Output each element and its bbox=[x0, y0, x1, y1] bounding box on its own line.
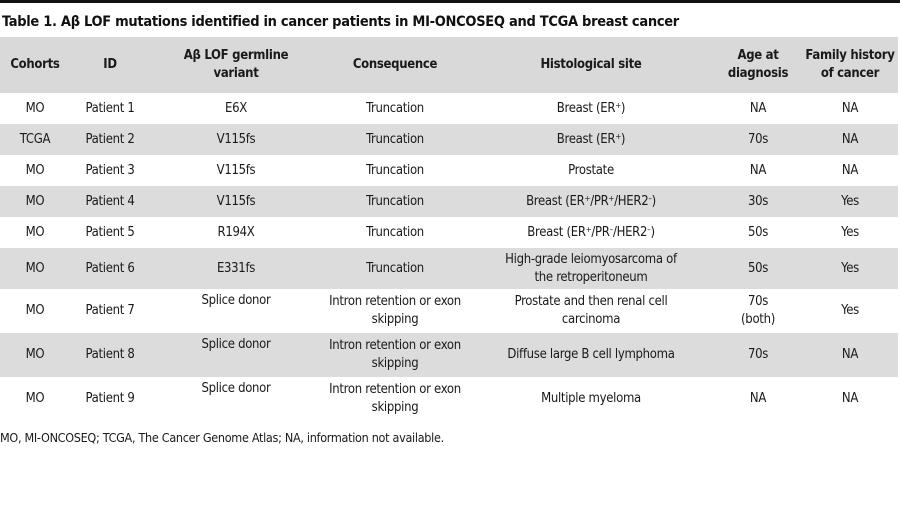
cell-cohort: MO bbox=[0, 333, 70, 377]
cell-cohort: MO bbox=[0, 248, 70, 289]
cell-site: High-grade leiomyosarcoma of the retroper… bbox=[468, 248, 714, 289]
cell-consequence: Intron retention or exon skipping bbox=[329, 294, 461, 327]
table-row: MO Patient 5 R194X Truncation Breast (ER… bbox=[0, 217, 898, 248]
top-rule bbox=[0, 0, 900, 3]
cell-site: Prostate bbox=[568, 162, 614, 178]
cell-variant: E331fs bbox=[150, 248, 322, 289]
table-row: MO Patient 3 V115fs Truncation Prostate … bbox=[0, 155, 898, 186]
cell-id: Patient 7 bbox=[85, 303, 135, 318]
cell-site: Breast (ER+/PR+/HER2–) bbox=[468, 186, 714, 217]
cell-cohort: MO bbox=[25, 303, 45, 318]
cell-id: Patient 4 bbox=[70, 186, 150, 217]
table-row: MO Patient 6 E331fs Truncation High-grad… bbox=[0, 248, 898, 289]
cell-site: Breast (ER+/PR–/HER2–) bbox=[527, 224, 655, 240]
cell-id: Patient 5 bbox=[85, 224, 135, 240]
col-header-age: Age at diagnosis bbox=[714, 37, 802, 93]
cell-consequence: Truncation bbox=[322, 248, 468, 289]
cell-site: Breast (ER+) bbox=[468, 124, 714, 155]
cell-age: 30s bbox=[714, 186, 802, 217]
table-row: MO Patient 9 Splice donor Intron retenti… bbox=[0, 377, 898, 421]
cell-id: Patient 9 bbox=[85, 391, 135, 406]
cell-cohort: MO bbox=[0, 186, 70, 217]
cell-family: NA bbox=[841, 162, 859, 178]
cell-cohort: MO bbox=[25, 100, 45, 116]
cell-age: 70s bbox=[714, 333, 802, 377]
col-header-family: Family history of cancer bbox=[802, 37, 898, 93]
cell-variant: V115fs bbox=[150, 186, 322, 217]
col-header-consequence: Consequence bbox=[322, 37, 468, 93]
col-header-site: Histological site bbox=[468, 37, 714, 93]
cell-site: Diffuse large B cell lymphoma bbox=[468, 333, 714, 377]
cell-consequence: Truncation bbox=[366, 162, 424, 178]
cell-family: Yes bbox=[841, 303, 859, 318]
col-header-cohorts: Cohorts bbox=[0, 37, 70, 93]
table-row: MO Patient 7 Splice donor Intron retenti… bbox=[0, 289, 898, 333]
table-row: MO Patient 4 V115fs Truncation Breast (E… bbox=[0, 186, 898, 217]
cell-site: Breast (ER+) bbox=[556, 100, 626, 116]
cell-age: NA bbox=[749, 162, 767, 178]
cell-variant: Splice donor bbox=[201, 381, 271, 396]
table-title: Table 1. Aβ LOF mutations identified in … bbox=[2, 14, 679, 30]
cell-age: NA bbox=[749, 100, 767, 116]
cell-family: Yes bbox=[802, 248, 898, 289]
cell-cohort: TCGA bbox=[0, 124, 70, 155]
cell-id: Patient 1 bbox=[85, 100, 135, 116]
cell-consequence: Intron retention or exon skipping bbox=[329, 382, 461, 415]
cell-variant: E6X bbox=[225, 100, 247, 116]
cell-id: Patient 3 bbox=[85, 162, 135, 178]
cell-age: 50s bbox=[714, 248, 802, 289]
cell-age: 70s bbox=[714, 124, 802, 155]
cell-family: Yes bbox=[802, 186, 898, 217]
cell-age: NA bbox=[749, 391, 767, 406]
table-row: MO Patient 8 Splice donor Intron retenti… bbox=[0, 333, 898, 377]
cell-age: 50s bbox=[747, 224, 769, 240]
header-row: Cohorts ID Aβ LOF germline variant Conseq… bbox=[0, 37, 898, 93]
table-footnote: MO, MI-ONCOSEQ; TCGA, The Cancer Genome … bbox=[0, 430, 444, 445]
cell-cohort: MO bbox=[25, 391, 45, 406]
cell-site: Prostate and then renal cell carcinoma bbox=[514, 294, 668, 327]
cell-family: NA bbox=[802, 124, 898, 155]
cell-variant: R194X bbox=[217, 224, 255, 240]
cell-family: NA bbox=[841, 100, 859, 116]
cell-variant: V115fs bbox=[216, 162, 256, 178]
col-header-variant: Aβ LOF germline variant bbox=[150, 37, 322, 93]
cell-consequence: Intron retention or exon skipping bbox=[322, 333, 468, 377]
table-row: MO Patient 1 E6X Truncation Breast (ER+)… bbox=[0, 93, 898, 124]
cell-variant: Splice donor bbox=[150, 333, 322, 377]
mutations-table: Cohorts ID Aβ LOF germline variant Conseq… bbox=[0, 37, 898, 421]
cell-consequence: Truncation bbox=[322, 124, 468, 155]
cell-age: 70s (both) bbox=[741, 294, 775, 327]
cell-cohort: MO bbox=[25, 224, 45, 240]
cell-variant: Splice donor bbox=[201, 293, 271, 308]
table-row: TCGA Patient 2 V115fs Truncation Breast … bbox=[0, 124, 898, 155]
cell-family: Yes bbox=[841, 224, 859, 240]
cell-site: Multiple myeloma bbox=[541, 391, 641, 406]
cell-family: NA bbox=[802, 333, 898, 377]
cell-id: Patient 8 bbox=[70, 333, 150, 377]
cell-consequence: Truncation bbox=[366, 224, 424, 240]
cell-id: Patient 2 bbox=[70, 124, 150, 155]
cell-consequence: Truncation bbox=[322, 186, 468, 217]
cell-variant: V115fs bbox=[150, 124, 322, 155]
col-header-id: ID bbox=[70, 37, 150, 93]
cell-consequence: Truncation bbox=[366, 100, 424, 116]
cell-family: NA bbox=[841, 391, 859, 406]
cell-cohort: MO bbox=[25, 162, 45, 178]
cell-id: Patient 6 bbox=[70, 248, 150, 289]
